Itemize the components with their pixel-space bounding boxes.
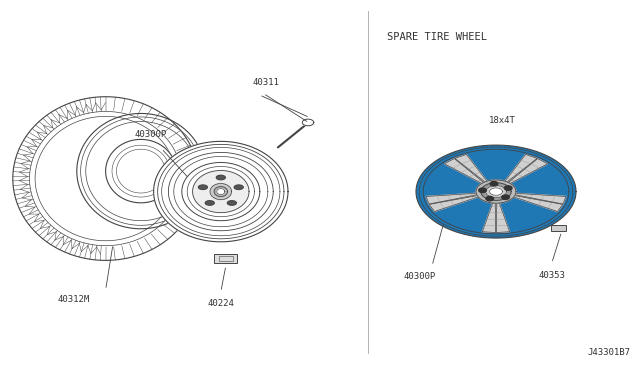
Polygon shape xyxy=(504,186,512,190)
Polygon shape xyxy=(481,183,511,201)
Polygon shape xyxy=(234,185,243,189)
Polygon shape xyxy=(429,195,483,212)
Text: 40224: 40224 xyxy=(207,299,234,308)
FancyBboxPatch shape xyxy=(550,225,566,231)
Text: 40312M: 40312M xyxy=(58,295,90,304)
Text: SPARE TIRE WHEEL: SPARE TIRE WHEEL xyxy=(387,32,487,42)
Polygon shape xyxy=(483,200,495,232)
Text: 40300P: 40300P xyxy=(134,130,166,140)
Bar xyxy=(219,256,233,261)
Polygon shape xyxy=(455,154,490,185)
Polygon shape xyxy=(217,189,225,195)
Text: 40311: 40311 xyxy=(252,78,279,87)
Text: 40300P: 40300P xyxy=(403,272,435,281)
Polygon shape xyxy=(416,145,576,238)
Polygon shape xyxy=(426,193,482,204)
Polygon shape xyxy=(479,188,486,193)
Polygon shape xyxy=(214,187,228,196)
Polygon shape xyxy=(476,180,516,203)
Polygon shape xyxy=(510,193,566,204)
Polygon shape xyxy=(486,186,506,198)
Polygon shape xyxy=(193,170,249,213)
Polygon shape xyxy=(490,182,498,186)
Polygon shape xyxy=(505,158,548,186)
Polygon shape xyxy=(490,188,502,195)
Polygon shape xyxy=(509,195,563,212)
Polygon shape xyxy=(154,141,288,242)
Polygon shape xyxy=(205,201,214,205)
Polygon shape xyxy=(216,175,225,180)
Polygon shape xyxy=(497,200,509,232)
Polygon shape xyxy=(106,140,176,203)
Text: 40353: 40353 xyxy=(538,271,565,280)
Polygon shape xyxy=(198,185,207,189)
Polygon shape xyxy=(13,97,198,260)
Polygon shape xyxy=(210,183,232,200)
Polygon shape xyxy=(502,195,509,199)
Text: 18x4T: 18x4T xyxy=(489,116,516,125)
Polygon shape xyxy=(302,119,314,126)
Polygon shape xyxy=(502,154,537,185)
Polygon shape xyxy=(444,158,487,186)
Polygon shape xyxy=(227,201,236,205)
Polygon shape xyxy=(486,196,493,201)
Bar xyxy=(214,254,237,263)
Polygon shape xyxy=(416,145,576,238)
Text: J43301B7: J43301B7 xyxy=(588,348,630,357)
